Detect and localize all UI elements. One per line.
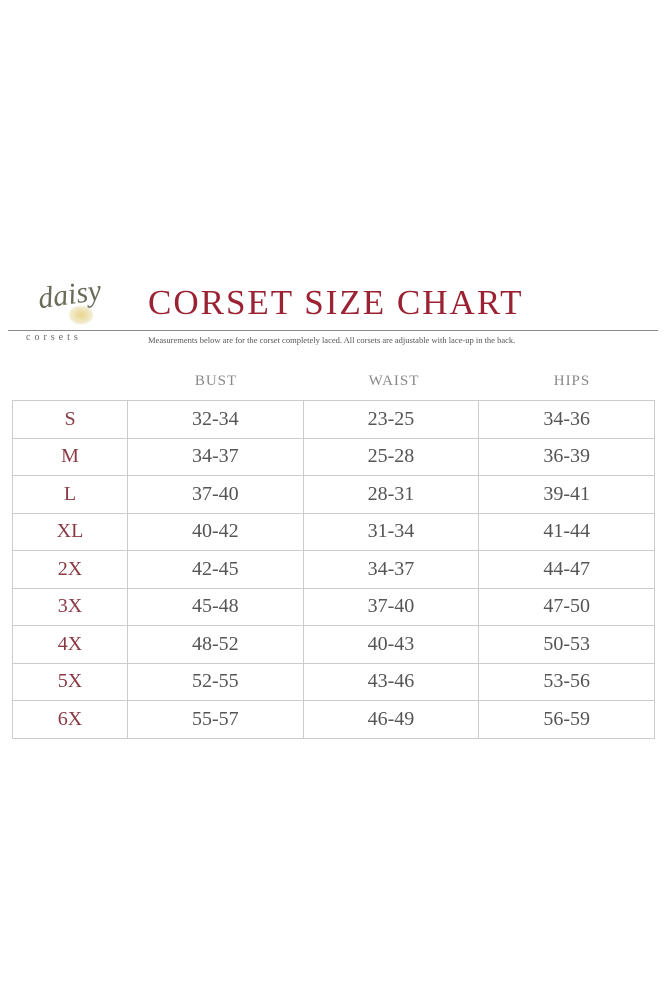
cell-waist: 23-25 <box>302 400 480 439</box>
table-row: M 34-37 25-28 36-39 <box>12 437 655 476</box>
cell-bust: 52-55 <box>127 662 304 701</box>
divider <box>8 330 658 331</box>
cell-bust: 42-45 <box>127 550 304 589</box>
cell-bust: 40-42 <box>127 512 304 551</box>
cell-hips: 50-53 <box>478 625 655 664</box>
table-row: 4X 48-52 40-43 50-53 <box>12 625 655 664</box>
cell-bust: 32-34 <box>127 400 304 439</box>
cell-waist: 31-34 <box>302 512 480 551</box>
daisy-corsets-logo: daisy corsets <box>8 270 133 350</box>
cell-waist: 34-37 <box>302 550 480 589</box>
table-row: L 37-40 28-31 39-41 <box>12 475 655 514</box>
cell-hips: 56-59 <box>478 700 655 739</box>
table-row: S 32-34 23-25 34-36 <box>12 400 655 439</box>
header-hips: HIPS <box>553 373 591 389</box>
cell-waist: 28-31 <box>302 475 480 514</box>
cell-bust: 55-57 <box>127 700 304 739</box>
cell-size: 6X <box>12 700 128 739</box>
measurement-note: Measurements below are for the corset co… <box>148 335 516 345</box>
cell-size: 2X <box>12 550 128 589</box>
header-waist: WAIST <box>368 373 420 389</box>
cell-hips: 34-36 <box>478 400 655 439</box>
cell-hips: 47-50 <box>478 587 655 626</box>
cell-waist: 37-40 <box>302 587 480 626</box>
table-row: 2X 42-45 34-37 44-47 <box>12 550 655 589</box>
logo-word: corsets <box>26 332 82 343</box>
cell-size: 5X <box>12 662 128 701</box>
cell-size: 4X <box>12 625 128 664</box>
size-table: S 32-34 23-25 34-36 M 34-37 25-28 36-39 L 37-40 28… <box>12 400 655 739</box>
cell-hips: 41-44 <box>478 512 655 551</box>
cell-hips: 39-41 <box>478 475 655 514</box>
cell-waist: 25-28 <box>302 437 480 476</box>
cell-hips: 36-39 <box>478 437 655 476</box>
table-row: 5X 52-55 43-46 53-56 <box>12 662 655 701</box>
flower-icon <box>68 305 94 325</box>
page-title: CORSET SIZE CHART <box>148 283 524 322</box>
cell-size: M <box>12 437 128 476</box>
cell-bust: 34-37 <box>127 437 304 476</box>
cell-hips: 53-56 <box>478 662 655 701</box>
cell-waist: 43-46 <box>302 662 480 701</box>
cell-bust: 48-52 <box>127 625 304 664</box>
cell-waist: 46-49 <box>302 700 480 739</box>
header-bust: BUST <box>194 373 238 389</box>
table-row: XL 40-42 31-34 41-44 <box>12 512 655 551</box>
table-row: 6X 55-57 46-49 56-59 <box>12 700 655 739</box>
cell-waist: 40-43 <box>302 625 480 664</box>
cell-hips: 44-47 <box>478 550 655 589</box>
cell-bust: 37-40 <box>127 475 304 514</box>
cell-size: 3X <box>12 587 128 626</box>
cell-bust: 45-48 <box>127 587 304 626</box>
cell-size: L <box>12 475 128 514</box>
cell-size: S <box>12 400 128 439</box>
cell-size: XL <box>12 512 128 551</box>
table-row: 3X 45-48 37-40 47-50 <box>12 587 655 626</box>
